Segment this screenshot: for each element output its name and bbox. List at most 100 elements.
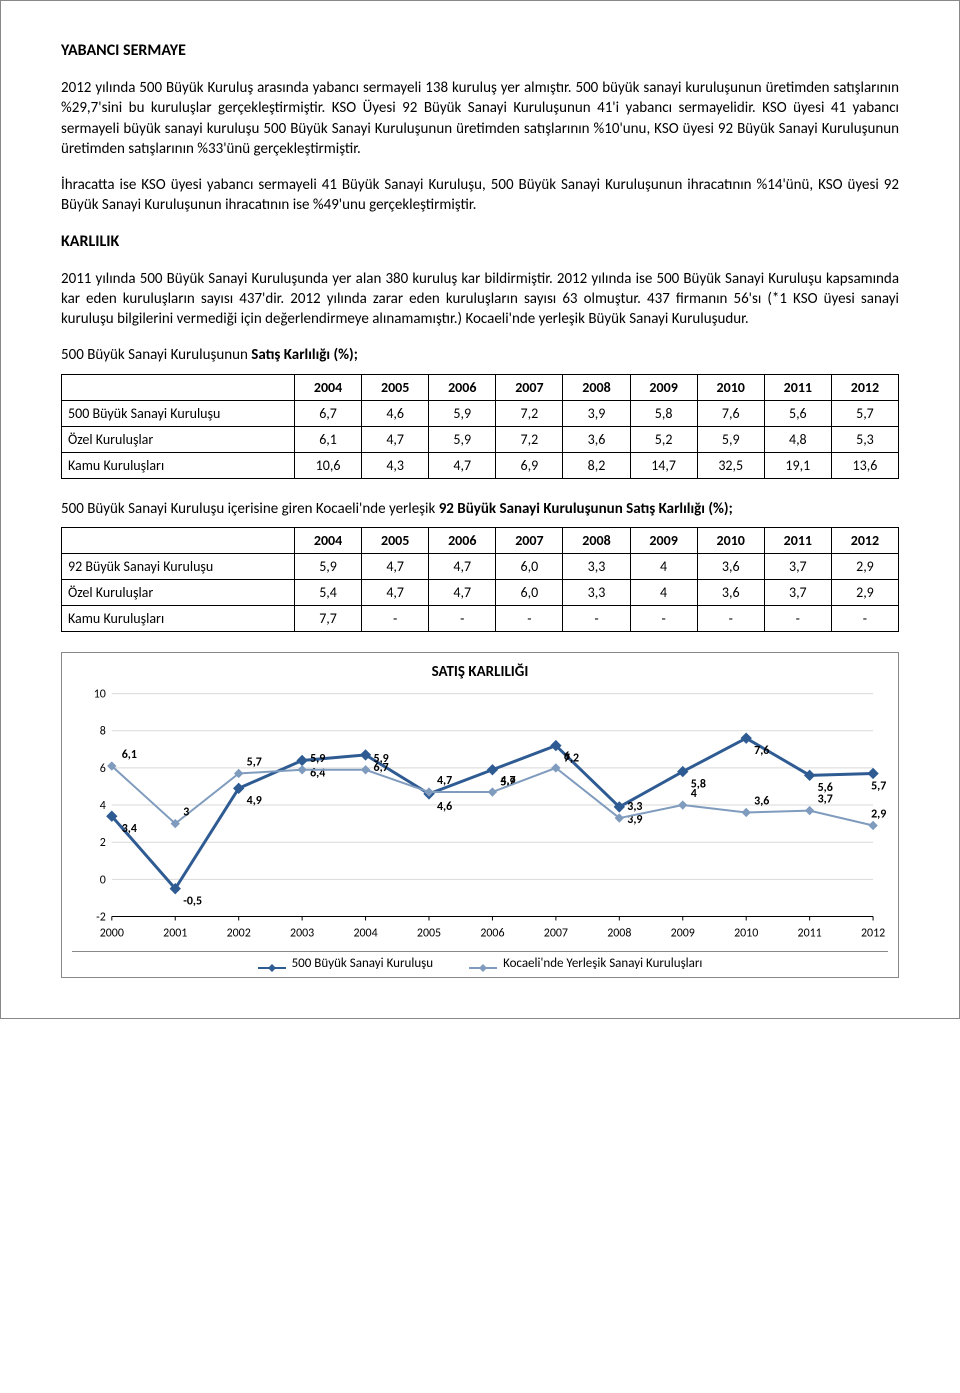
table-cell: 6,1 [295, 426, 362, 452]
table-row: 200420052006200720082009201020112012 [62, 527, 899, 553]
table-cell: 6,0 [496, 553, 563, 579]
table-cell: 5,9 [429, 426, 496, 452]
table-cell: - [697, 605, 764, 631]
svg-text:6: 6 [100, 762, 106, 776]
svg-text:2002: 2002 [227, 926, 251, 940]
table-cell: 32,5 [697, 452, 764, 478]
svg-text:3,3: 3,3 [627, 800, 642, 814]
table-cell: - [362, 605, 429, 631]
table1-intro: 500 Büyük Sanayi Kuruluşunun Satış Karlı… [61, 345, 899, 365]
table-cell: - [764, 605, 831, 631]
svg-text:4: 4 [100, 799, 106, 813]
svg-text:5,9: 5,9 [374, 752, 389, 766]
table-cell: 3,3 [563, 579, 630, 605]
svg-text:4,7: 4,7 [500, 774, 515, 788]
svg-text:5,9: 5,9 [310, 752, 325, 766]
svg-text:4: 4 [691, 787, 697, 801]
svg-text:3,4: 3,4 [122, 822, 137, 836]
svg-text:2004: 2004 [353, 926, 377, 940]
legend-label: 500 Büyük Sanayi Kuruluşu [292, 956, 433, 971]
table1-intro-prefix: 500 Büyük Sanayi Kuruluşunun [61, 346, 251, 364]
table-cell: 5,7 [831, 400, 898, 426]
svg-text:-0,5: -0,5 [183, 894, 202, 908]
svg-text:5,7: 5,7 [247, 755, 262, 769]
svg-text:6,1: 6,1 [122, 748, 137, 762]
table-row: 200420052006200720082009201020112012 [62, 374, 899, 400]
section1-title: YABANCI SERMAYE [61, 41, 899, 60]
table-cell: 4,7 [429, 553, 496, 579]
table-header: 2008 [563, 374, 630, 400]
svg-text:2003: 2003 [290, 926, 314, 940]
table-row: 92 Büyük Sanayi Kuruluşu5,94,74,76,03,34… [62, 553, 899, 579]
row-label: Özel Kuruluşlar [62, 426, 295, 452]
svg-text:2: 2 [100, 836, 106, 850]
table-header: 2007 [496, 374, 563, 400]
svg-text:6,4: 6,4 [310, 766, 325, 780]
table-cell: 4,7 [429, 452, 496, 478]
table-header: 2009 [630, 527, 697, 553]
row-label: 500 Büyük Sanayi Kuruluşu [62, 400, 295, 426]
table-cell: 6,7 [295, 400, 362, 426]
row-label: Kamu Kuruluşları [62, 452, 295, 478]
table-row: Özel Kuruluşlar5,44,74,76,03,343,63,72,9 [62, 579, 899, 605]
svg-text:2001: 2001 [163, 926, 187, 940]
table-cell: 4,6 [362, 400, 429, 426]
table-cell: 5,9 [429, 400, 496, 426]
table-header: 2005 [362, 527, 429, 553]
svg-text:5,7: 5,7 [871, 779, 886, 793]
table-header: 2006 [429, 527, 496, 553]
table-cell: 3,6 [697, 579, 764, 605]
table-cell: 8,2 [563, 452, 630, 478]
section2-title: KARLILIK [61, 232, 899, 251]
table-cell: 6,9 [496, 452, 563, 478]
table-cell: 3,6 [697, 553, 764, 579]
table-header: 2011 [764, 374, 831, 400]
table-header: 2005 [362, 374, 429, 400]
table-cell: 2,9 [831, 553, 898, 579]
table-cell: 5,3 [831, 426, 898, 452]
page: YABANCI SERMAYE 2012 yılında 500 Büyük K… [0, 0, 960, 1019]
svg-text:2009: 2009 [671, 926, 695, 940]
table-cell: 7,2 [496, 426, 563, 452]
table-header: 2011 [764, 527, 831, 553]
row-label: Kamu Kuruluşları [62, 605, 295, 631]
legend-label: Kocaeli'nde Yerleşik Sanayi Kuruluşları [503, 956, 702, 971]
table-cell: 7,7 [295, 605, 362, 631]
svg-text:2006: 2006 [480, 926, 504, 940]
table-cell: - [831, 605, 898, 631]
table-cell: 5,6 [764, 400, 831, 426]
svg-text:3: 3 [183, 805, 189, 819]
svg-text:6: 6 [564, 750, 570, 764]
table-cell: 3,7 [764, 553, 831, 579]
table-header: 2010 [697, 527, 764, 553]
svg-text:4,9: 4,9 [247, 794, 262, 808]
chart-title: SATIŞ KARLILIĞI [72, 663, 888, 681]
table-cell: 4,3 [362, 452, 429, 478]
table-header: 2012 [831, 374, 898, 400]
table-header-empty [62, 527, 295, 553]
svg-text:-2: -2 [96, 910, 106, 924]
table-cell: 4,7 [362, 553, 429, 579]
svg-text:2012: 2012 [861, 926, 885, 940]
svg-text:3,6: 3,6 [754, 794, 769, 808]
table-cell: - [563, 605, 630, 631]
table-cell: 5,8 [630, 400, 697, 426]
section1-p1: 2012 yılında 500 Büyük Kuruluş arasında … [61, 78, 899, 159]
svg-text:4,7: 4,7 [437, 774, 452, 788]
table-cell: 14,7 [630, 452, 697, 478]
table-cell: 5,9 [697, 426, 764, 452]
legend-item: Kocaeli'nde Yerleşik Sanayi Kuruluşları [469, 956, 702, 971]
svg-text:10: 10 [94, 687, 106, 701]
svg-text:2011: 2011 [798, 926, 822, 940]
table-cell: 10,6 [295, 452, 362, 478]
table1-intro-bold: Satış Karlılığı (%); [251, 346, 358, 364]
table2-intro: 500 Büyük Sanayi Kuruluşu içerisine gire… [61, 499, 899, 519]
table2-intro-bold: 92 Büyük Sanayi Kuruluşunun Satış Karlıl… [439, 500, 733, 518]
row-label: Özel Kuruluşlar [62, 579, 295, 605]
table-cell: 4,8 [764, 426, 831, 452]
table-header: 2008 [563, 527, 630, 553]
table-header-empty [62, 374, 295, 400]
table-cell: - [496, 605, 563, 631]
table-cell: 3,3 [563, 553, 630, 579]
svg-text:4,6: 4,6 [437, 800, 452, 814]
